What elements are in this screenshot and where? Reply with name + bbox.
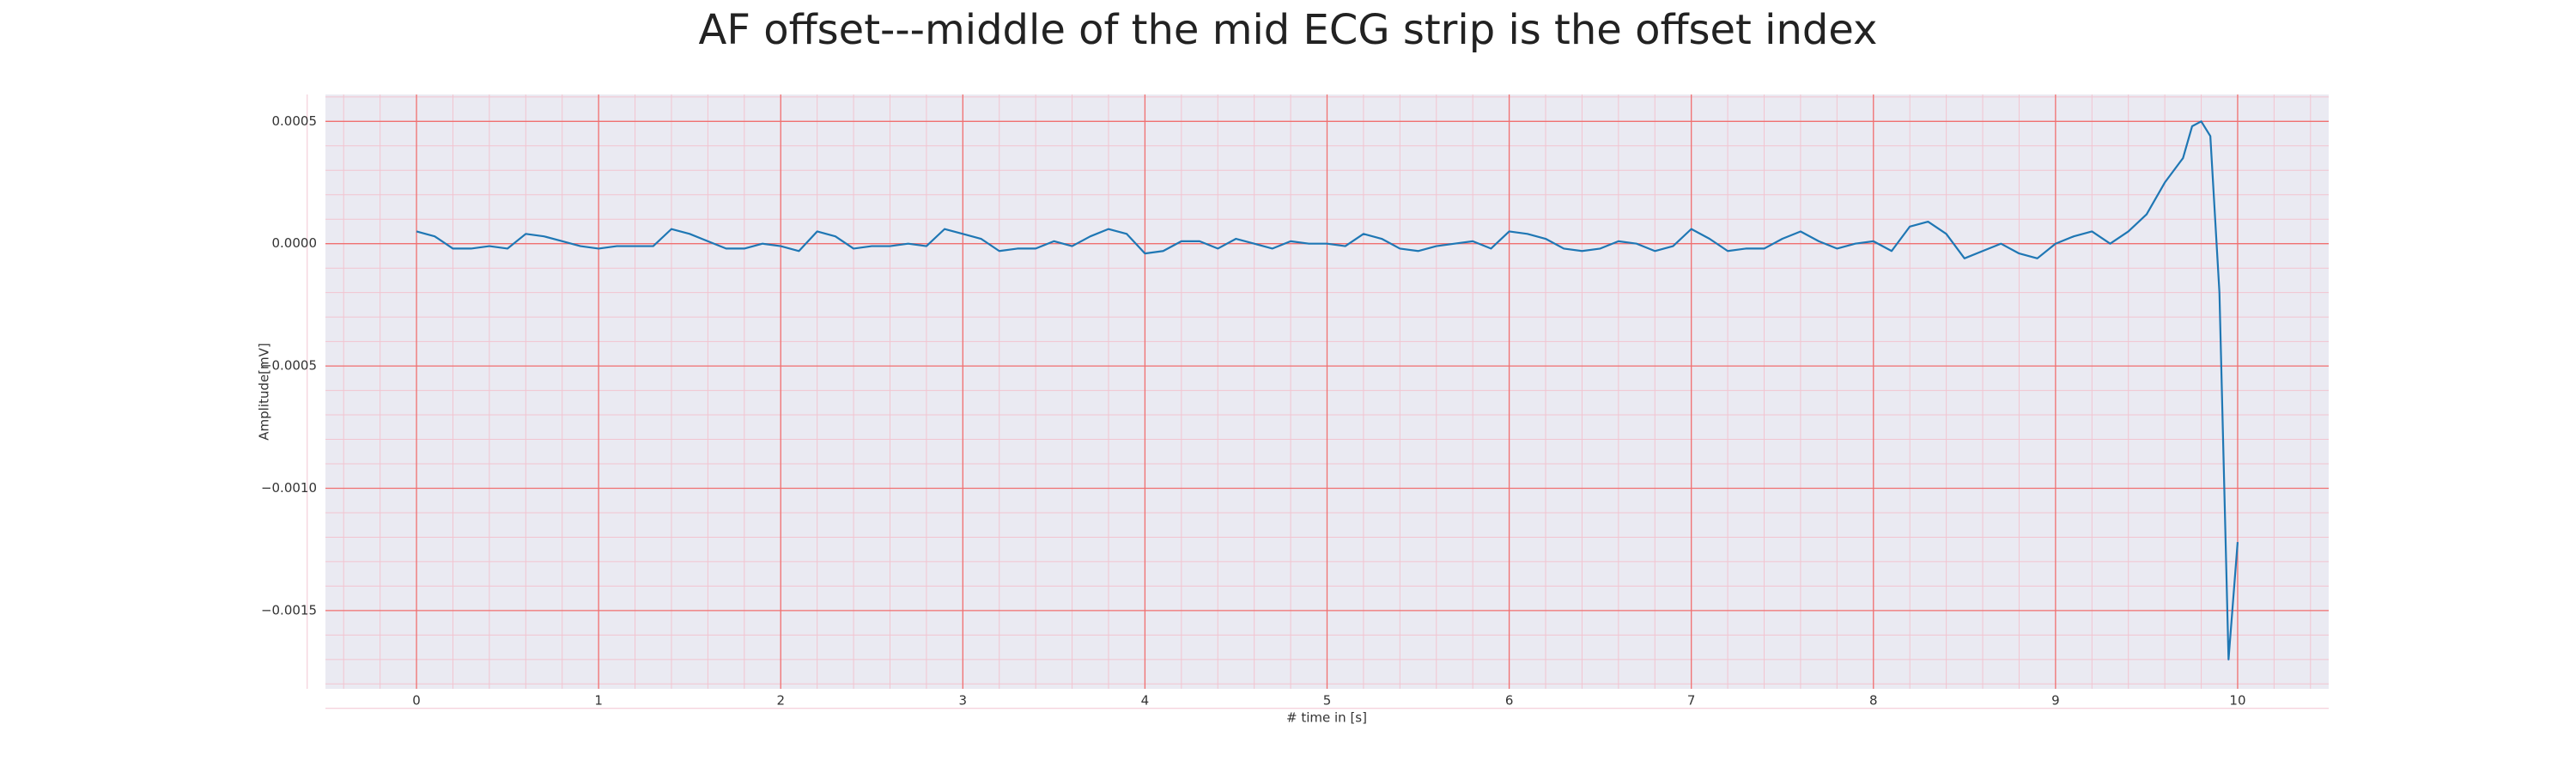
y-tick-label: 0.0000 [272, 235, 318, 251]
line-series [416, 120, 2239, 660]
x-tick-label: 9 [2051, 693, 2060, 709]
y-tick-label: −0.0005 [261, 358, 317, 374]
x-tick-label: 7 [1687, 693, 1696, 709]
x-tick-label: 1 [594, 693, 603, 709]
x-tick-label: 0 [412, 693, 421, 709]
x-tick-label: 5 [1323, 693, 1332, 709]
y-tick-label: 0.0005 [272, 113, 318, 129]
x-tick-label: 4 [1141, 693, 1150, 709]
x-tick-label: 2 [776, 693, 785, 709]
y-tick-label: −0.0010 [261, 480, 317, 496]
x-tick-label: 8 [1869, 693, 1878, 709]
chart-title: AF offset---middle of the mid ECG strip … [699, 6, 1878, 54]
x-tick-label: 10 [2229, 693, 2245, 709]
x-tick-label: 6 [1505, 693, 1514, 709]
y-tick-label: −0.0015 [261, 602, 317, 618]
y-axis-label: Amplitude[mV] [257, 343, 272, 440]
x-axis-label: # time in [s] [1286, 710, 1367, 726]
x-tick-label: 3 [959, 693, 968, 709]
